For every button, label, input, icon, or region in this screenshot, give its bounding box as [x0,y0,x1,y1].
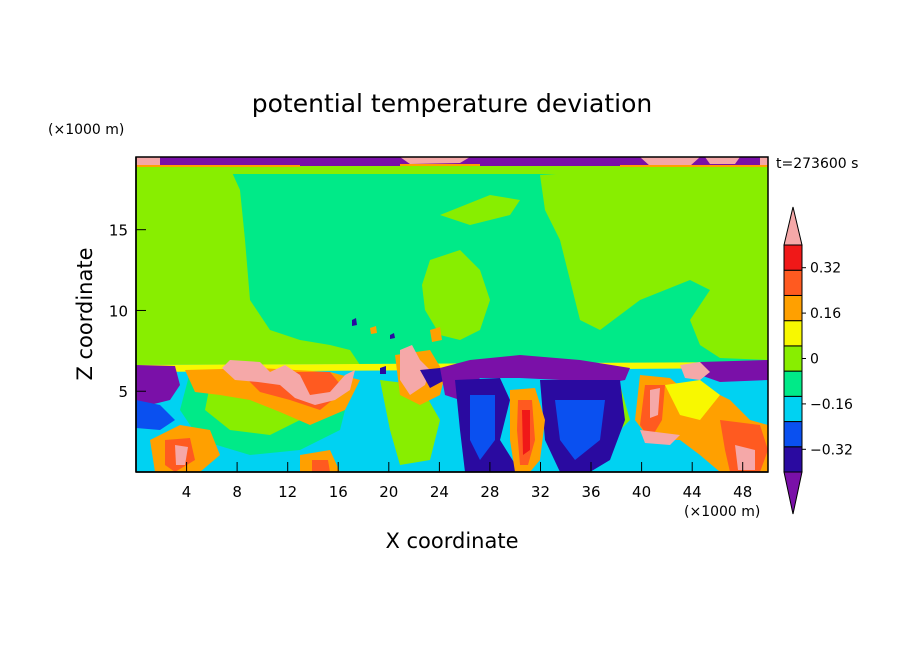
x-tick-label: 32 [531,483,550,501]
y-tick-label: 10 [109,302,128,320]
warm-cell-right-yellow [665,380,720,420]
cool-cell-x22 [420,368,445,388]
x-tick-label: 40 [632,483,651,501]
x-tick-label: 12 [278,483,297,501]
small-blobs-warm [370,326,442,342]
colorbar-box [783,269,803,296]
warm-cell-right-top-pink [680,362,710,380]
colorbar-extend-high [783,206,803,246]
colorbar-box [783,370,803,397]
colorbar-tick-label: −0.32 [810,442,853,458]
region-positive-top-strip [136,166,768,174]
x-tick-label: 4 [182,483,192,501]
contour-field [136,157,768,472]
x-units-label: (×1000 m) [684,504,760,520]
colorbar-extend-low [783,471,803,515]
colorbar: 0.32 0.16 0 −0.16 −0.32 [783,206,853,515]
x-tick-label: 8 [232,483,242,501]
warm-cell-right-pink [640,388,755,470]
colorbar-tick-label: 0 [810,352,819,368]
colorbar-box [783,421,803,448]
colorbar-box [783,294,803,322]
x-tick-label: 16 [329,483,348,501]
y-axis-label: Z coordinate [73,247,97,380]
top-orange-edge [136,164,768,167]
cold-cell-right-top [700,360,768,382]
top-positive-patches [136,157,768,166]
colorbar-box [783,345,803,372]
warm-cell-left-pink [222,360,355,405]
x-axis-label: X coordinate [385,529,518,553]
colorbar-box [783,244,803,271]
warm-cell-x14-red [312,460,330,472]
x-tick-label: 20 [379,483,398,501]
x-tick-marks [186,462,744,472]
warm-cell-bottom-left-pink [175,445,188,465]
chart-title: potential temperature deviation [252,89,652,118]
x-tick-label: 44 [683,483,702,501]
colorbar-tick-label: 0.16 [810,306,841,322]
lower-layer-lime [205,380,630,465]
warm-plume-x31-core [522,410,530,455]
y-tick-label: 5 [118,383,128,401]
y-units-label: (×1000 m) [48,122,124,138]
colorbar-tick-label: 0.32 [810,261,841,277]
x-tick-label: 36 [581,483,600,501]
colorbar-box [783,446,803,473]
colorbar-tick-label: −0.16 [810,397,853,413]
y-axis: 5 10 15 [109,157,146,472]
colorbar-box [783,395,803,423]
region-positive-upper-mid [440,195,520,225]
cold-region-blue [470,395,605,460]
y-tick-label: 15 [109,222,128,240]
x-tick-label: 48 [733,483,752,501]
warm-cell-x21-pink [400,345,430,395]
neg-cell-left-blue [136,400,175,430]
cold-region-purple [440,355,630,400]
region-positive-right [540,170,768,360]
neg-cell-left [136,365,180,405]
time-label: t=273600 s [776,156,858,172]
x-tick-label: 28 [480,483,499,501]
colorbar-box [783,320,803,347]
region-positive-left [136,168,360,370]
region-positive-mid [422,250,490,340]
x-tick-label: 24 [430,483,449,501]
x-axis: 4 8 12 16 20 24 28 32 36 40 44 48 [136,462,768,501]
small-blobs [352,318,395,374]
